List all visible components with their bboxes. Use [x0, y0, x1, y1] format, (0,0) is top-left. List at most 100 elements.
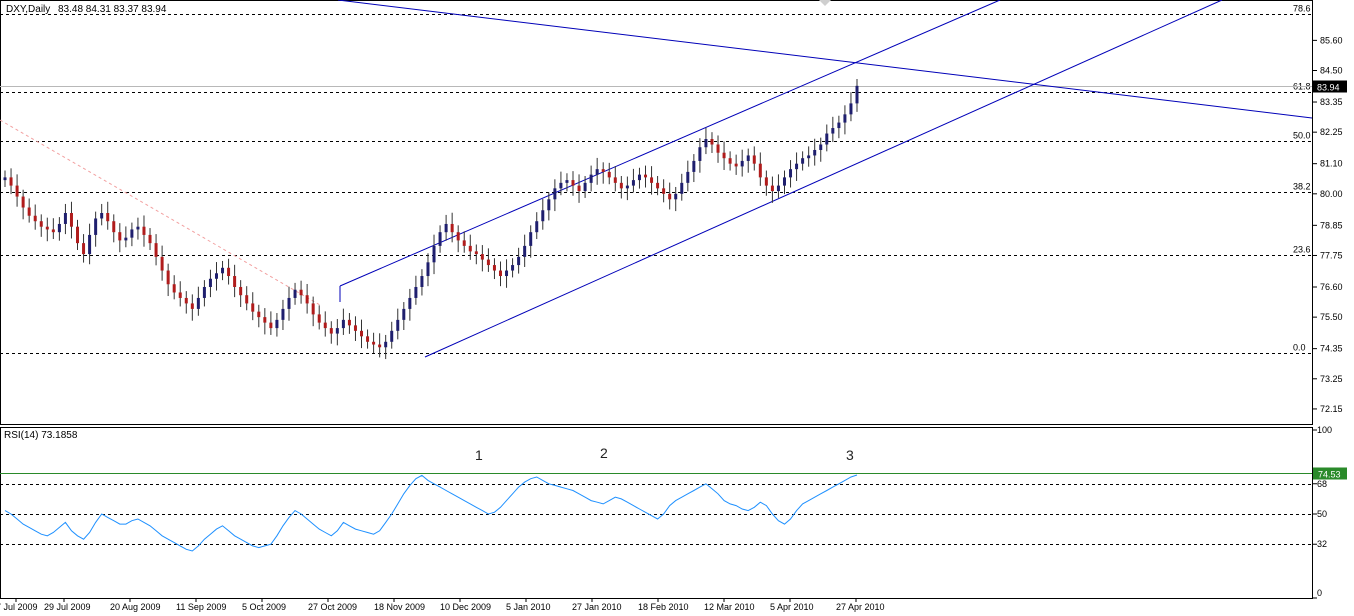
- candle-body: [438, 232, 442, 246]
- candle-body: [426, 262, 430, 277]
- candlestick-series: [3, 79, 859, 360]
- candle-body: [498, 270, 502, 277]
- candle-body: [293, 289, 297, 298]
- candle-body: [492, 265, 496, 271]
- trend-channel[interactable]: [0, 0, 1313, 358]
- candle-body: [650, 177, 654, 183]
- candle-body: [662, 188, 666, 194]
- current-price-value: 83.94: [1317, 83, 1340, 93]
- price-tick: 72.15: [1320, 404, 1343, 414]
- fib-level-label: 23.6: [1293, 245, 1311, 255]
- candle-body: [505, 270, 509, 277]
- scroll-marker-icon[interactable]: [819, 0, 831, 6]
- candle-body: [251, 303, 255, 312]
- price-tick: 82.25: [1320, 127, 1343, 137]
- fibonacci-levels[interactable]: 78.661.850.038.223.60.0: [0, 4, 1312, 354]
- candle-body: [9, 177, 13, 186]
- candle-body: [57, 223, 61, 233]
- candle-body: [607, 171, 611, 178]
- candle-body: [432, 245, 436, 263]
- candle-body: [202, 286, 206, 298]
- candle-body: [402, 308, 406, 320]
- candle-body: [468, 245, 472, 252]
- candle-body: [76, 226, 80, 244]
- candle-body: [456, 232, 460, 241]
- candle-body: [420, 276, 424, 287]
- date-tick: 27 Apr 2010: [836, 602, 885, 612]
- candle-body: [831, 128, 835, 134]
- candle-body: [855, 85, 859, 104]
- candle-body: [789, 169, 793, 178]
- price-tick: 78.85: [1320, 220, 1343, 230]
- candle-body: [819, 144, 823, 150]
- candle-body: [384, 341, 388, 348]
- candle-body: [776, 185, 780, 192]
- channel-lower-line[interactable]: [424, 0, 1223, 358]
- candle-body: [619, 182, 623, 189]
- candle-body: [511, 265, 515, 271]
- candle-body: [51, 229, 55, 233]
- candle-body: [553, 188, 557, 200]
- rsi-value-tag: [1313, 467, 1347, 480]
- candle-body: [82, 243, 86, 255]
- candle-body: [239, 286, 243, 296]
- candle-body: [740, 160, 744, 167]
- candle-body: [94, 218, 98, 235]
- candle-body: [148, 234, 152, 244]
- candle-body: [601, 169, 605, 172]
- candle-body: [45, 226, 49, 230]
- candle-body: [184, 297, 188, 304]
- candle-body: [27, 207, 31, 216]
- date-tick: 5 Apr 2010: [770, 602, 814, 612]
- candle-body: [69, 213, 73, 227]
- date-axis: 7 Jul 2009 29 Jul 2009 20 Aug 2009 11 Sep 2…: [0, 598, 885, 612]
- date-tick: 5 Oct 2009: [242, 602, 286, 612]
- rsi-value-text: 74.53: [1318, 470, 1341, 480]
- candle-body: [589, 174, 593, 183]
- candle-body: [444, 223, 448, 233]
- price-tick: 80.00: [1320, 189, 1343, 199]
- rsi-tick: 50: [1317, 509, 1327, 519]
- candle-body: [486, 259, 490, 266]
- rsi-label: RSI(14) 73.1858: [4, 430, 78, 441]
- candle-body: [275, 319, 279, 329]
- date-tick: 27 Oct 2009: [308, 602, 357, 612]
- candle-body: [523, 245, 527, 257]
- fib-level-label: 50.0: [1293, 131, 1311, 141]
- candle-body: [764, 177, 768, 186]
- candle-body: [408, 297, 412, 309]
- date-tick: 11 Sep 2009: [176, 602, 226, 612]
- candle-body: [637, 174, 641, 181]
- candle-body: [33, 215, 37, 222]
- price-axis: 85.60 84.50 83.35 82.25 81.10 80.00 78.85 77.75…: [1312, 35, 1347, 414]
- date-tick: 12 Mar 2010: [704, 602, 755, 612]
- candle-body: [227, 267, 231, 277]
- candle-body: [172, 284, 176, 293]
- candle-body: [329, 328, 333, 334]
- date-tick: 18 Nov 2009: [374, 602, 425, 612]
- candle-body: [795, 163, 799, 170]
- candle-body: [142, 226, 146, 235]
- candle-body: [801, 158, 805, 164]
- candle-body: [366, 336, 370, 342]
- candle-body: [378, 344, 382, 348]
- candle-body: [263, 317, 267, 323]
- candle-body: [595, 169, 599, 175]
- channel-upper-line[interactable]: [339, 0, 1001, 287]
- candle-body: [825, 133, 829, 145]
- candle-body: [529, 232, 533, 246]
- candle-body: [698, 147, 702, 161]
- fib-level-label: 0.0: [1293, 343, 1306, 353]
- rsi-tick: 32: [1317, 539, 1327, 549]
- candle-body: [372, 341, 376, 345]
- resistance-trendline[interactable]: [337, 0, 1313, 119]
- candle-body: [450, 223, 454, 233]
- candle-body: [782, 177, 786, 186]
- candle-body: [341, 319, 345, 329]
- candle-body: [214, 273, 218, 279]
- candle-body: [541, 210, 545, 222]
- candle-body: [710, 139, 714, 145]
- candle-body: [221, 267, 225, 274]
- rsi-axis: 100 68 50 32 0 74.53: [1312, 425, 1347, 599]
